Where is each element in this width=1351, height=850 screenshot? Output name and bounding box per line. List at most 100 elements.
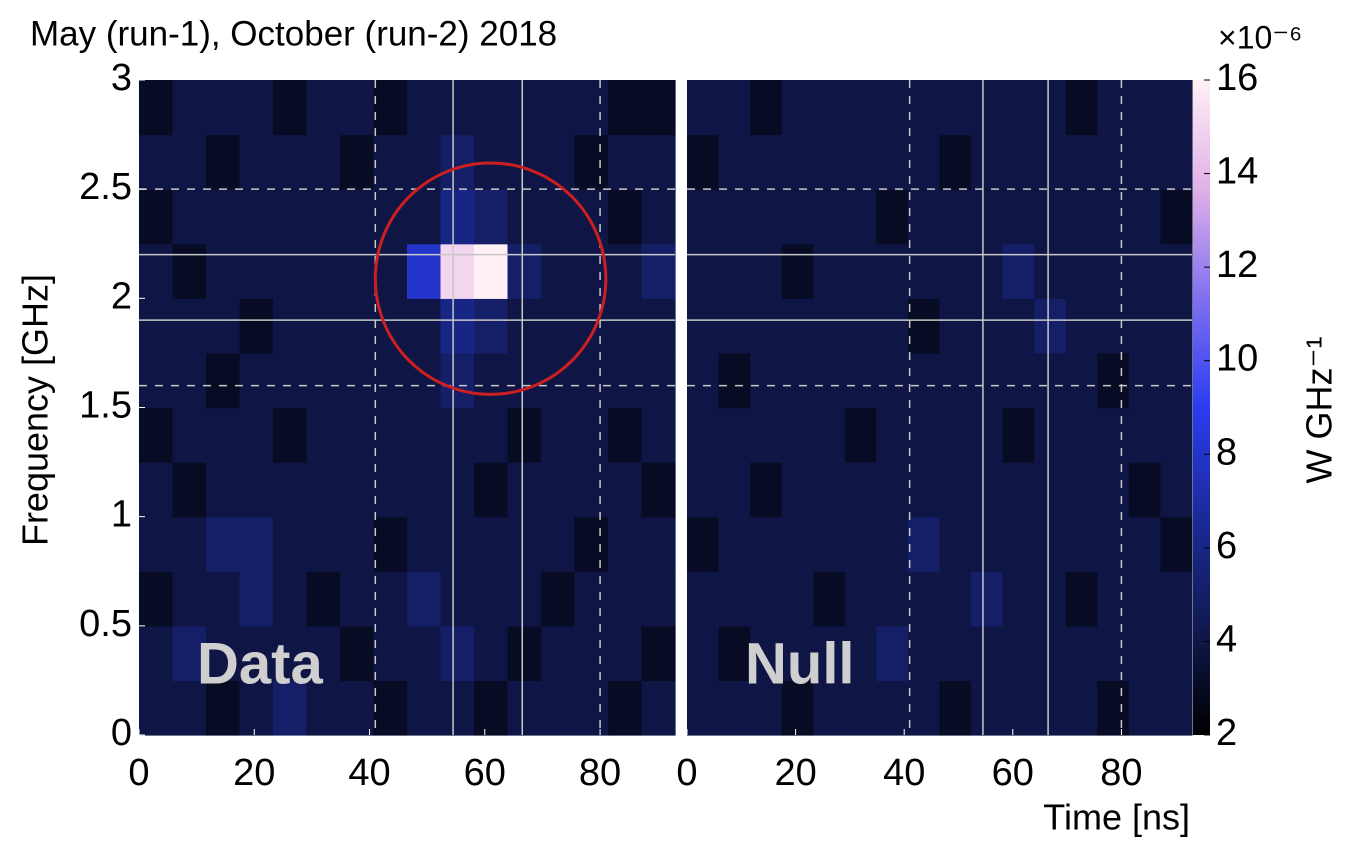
heatmap-cell bbox=[1065, 516, 1098, 572]
heatmap-cell bbox=[1097, 571, 1130, 627]
heatmap-cell bbox=[340, 407, 375, 463]
x-tick-label: 60 bbox=[992, 752, 1034, 794]
heatmap-cell bbox=[507, 516, 542, 572]
heatmap-cell bbox=[1160, 243, 1193, 299]
heatmap-cell bbox=[172, 462, 207, 518]
heatmap-cell bbox=[1097, 243, 1130, 299]
heatmap-cell bbox=[844, 625, 877, 682]
heatmap-cell bbox=[239, 134, 274, 190]
heatmap-cell bbox=[781, 298, 814, 354]
heatmap-cell bbox=[718, 189, 751, 245]
heatmap-cell bbox=[407, 516, 442, 572]
heatmap-cell bbox=[687, 462, 720, 518]
heatmap-cell bbox=[541, 516, 576, 572]
heatmap-cell bbox=[1065, 134, 1098, 190]
heatmap-cell bbox=[608, 680, 643, 736]
heatmap-cell bbox=[574, 516, 609, 572]
heatmap-cell bbox=[876, 680, 909, 736]
heatmap-cell bbox=[407, 298, 442, 354]
heatmap-cell bbox=[1034, 625, 1067, 682]
heatmap-cell bbox=[844, 189, 877, 245]
heatmap-cell bbox=[1128, 189, 1162, 245]
heatmap-cell bbox=[574, 134, 609, 190]
heatmap-cell bbox=[971, 462, 1004, 518]
y-tick-label: 2.5 bbox=[79, 166, 132, 208]
heatmap-cell bbox=[813, 462, 846, 518]
heatmap-cell bbox=[206, 516, 241, 572]
heatmap-cell bbox=[1002, 189, 1035, 245]
heatmap-cell bbox=[239, 80, 274, 136]
heatmap-cell bbox=[608, 352, 643, 409]
y-tick-label: 0.5 bbox=[79, 603, 132, 645]
heatmap-cell bbox=[813, 407, 846, 463]
heatmap-cell bbox=[781, 189, 814, 245]
heatmap-cell bbox=[1160, 134, 1193, 190]
heatmap-cell bbox=[1002, 80, 1035, 136]
heatmap-cell bbox=[507, 407, 542, 463]
heatmap-cell bbox=[971, 516, 1004, 572]
heatmap-cell bbox=[1002, 243, 1035, 299]
heatmap-cell bbox=[474, 516, 509, 572]
heatmap-cell bbox=[781, 680, 814, 736]
heatmap-cell bbox=[206, 189, 241, 245]
heatmap-cell bbox=[939, 134, 972, 190]
heatmap-cell bbox=[541, 80, 576, 136]
heatmap-cell bbox=[844, 80, 877, 136]
heatmap-cell bbox=[1128, 571, 1162, 627]
heatmap-cell bbox=[340, 462, 375, 518]
heatmap-cell bbox=[687, 352, 720, 409]
heatmap-cell bbox=[541, 571, 576, 627]
colorbar bbox=[1193, 80, 1210, 735]
heatmap-cell bbox=[340, 516, 375, 572]
heatmap-cell bbox=[1128, 407, 1162, 463]
heatmap-cell bbox=[1097, 462, 1130, 518]
heatmap-cell bbox=[687, 571, 720, 627]
heatmap-cell bbox=[939, 298, 972, 354]
heatmap-cell bbox=[641, 680, 676, 736]
heatmap-cell bbox=[641, 298, 676, 354]
colorbar-tick-label: 14 bbox=[1216, 151, 1258, 193]
heatmap-cell bbox=[407, 625, 442, 682]
heatmap-cell bbox=[306, 516, 341, 572]
heatmap-cell bbox=[206, 462, 241, 518]
heatmap-cell bbox=[407, 134, 442, 190]
heatmap-cell bbox=[608, 80, 643, 136]
heatmap-cell bbox=[687, 134, 720, 190]
heatmap-cell bbox=[474, 80, 509, 136]
heatmap-cell bbox=[507, 134, 542, 190]
heatmap-cell bbox=[1128, 516, 1162, 572]
heatmap-cell bbox=[718, 298, 751, 354]
heatmap-cell bbox=[373, 134, 408, 190]
heatmap-cell bbox=[641, 571, 676, 627]
heatmap-cell bbox=[1065, 189, 1098, 245]
heatmap-cell bbox=[907, 462, 941, 518]
heatmap-cell bbox=[172, 352, 207, 409]
heatmap-cell bbox=[939, 80, 972, 136]
heatmap-cell bbox=[1128, 298, 1162, 354]
heatmap-cell bbox=[340, 134, 375, 190]
heatmap-cell bbox=[507, 462, 542, 518]
heatmap-cell bbox=[541, 298, 576, 354]
heatmap-cell bbox=[750, 352, 783, 409]
heatmap-cell bbox=[1160, 407, 1193, 463]
heatmap-cell bbox=[608, 189, 643, 245]
y-tick-label: 0 bbox=[111, 712, 132, 754]
heatmap-cell bbox=[687, 80, 720, 136]
heatmap-cell bbox=[541, 625, 576, 682]
x-tick-label: 40 bbox=[348, 752, 390, 794]
heatmap-cell bbox=[750, 243, 783, 299]
heatmap-cell bbox=[574, 352, 609, 409]
heatmap-cell bbox=[1034, 462, 1067, 518]
heatmap-cell bbox=[718, 571, 751, 627]
y-tick-label: 1.5 bbox=[79, 385, 132, 427]
heatmap-cell bbox=[687, 516, 720, 572]
x-tick-label: 20 bbox=[233, 752, 275, 794]
heatmap-cell bbox=[541, 134, 576, 190]
heatmap-cell bbox=[718, 80, 751, 136]
heatmap-cell bbox=[507, 680, 542, 736]
heatmap-cell bbox=[939, 571, 972, 627]
heatmap-cell bbox=[907, 680, 941, 736]
heatmap-cell bbox=[813, 352, 846, 409]
heatmap-cell bbox=[172, 298, 207, 354]
